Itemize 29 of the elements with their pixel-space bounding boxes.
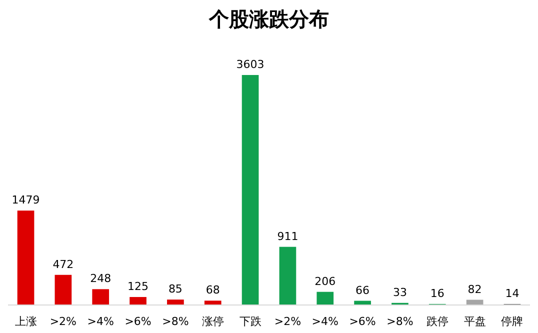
x-tick-label: 停牌 — [501, 315, 524, 328]
x-tick-label: 下跌 — [239, 315, 262, 328]
data-label: 125 — [128, 280, 149, 294]
chart-title: 个股涨跌分布 — [208, 7, 329, 31]
x-tick-label: 涨停 — [202, 315, 224, 328]
x-tick-label: >2% — [50, 315, 77, 328]
x-tick-label: >8% — [386, 315, 414, 328]
data-label: 33 — [392, 286, 407, 299]
data-label: 68 — [206, 284, 220, 297]
data-label: 248 — [90, 272, 112, 286]
x-tick-label: 跌停 — [426, 315, 448, 328]
x-tick-label: >8% — [162, 315, 189, 328]
x-tick-label: >4% — [87, 315, 114, 328]
data-label: 3603 — [236, 58, 264, 71]
data-label: 82 — [468, 282, 482, 296]
data-label: 1479 — [12, 194, 40, 207]
x-tick-label: >6% — [349, 315, 376, 328]
x-tick-label: 平盘 — [464, 315, 486, 328]
data-label: 16 — [430, 286, 444, 300]
data-label: 472 — [52, 258, 74, 271]
data-label: 206 — [314, 274, 336, 288]
data-label: 85 — [168, 282, 182, 296]
x-tick-label: >6% — [124, 315, 152, 328]
data-label: 911 — [277, 230, 298, 243]
x-tick-label: >4% — [312, 315, 338, 328]
x-tick-label: 上涨 — [14, 315, 37, 328]
x-tick-label: >2% — [274, 315, 302, 328]
data-label: 66 — [356, 284, 370, 297]
data-label: 14 — [505, 287, 520, 300]
